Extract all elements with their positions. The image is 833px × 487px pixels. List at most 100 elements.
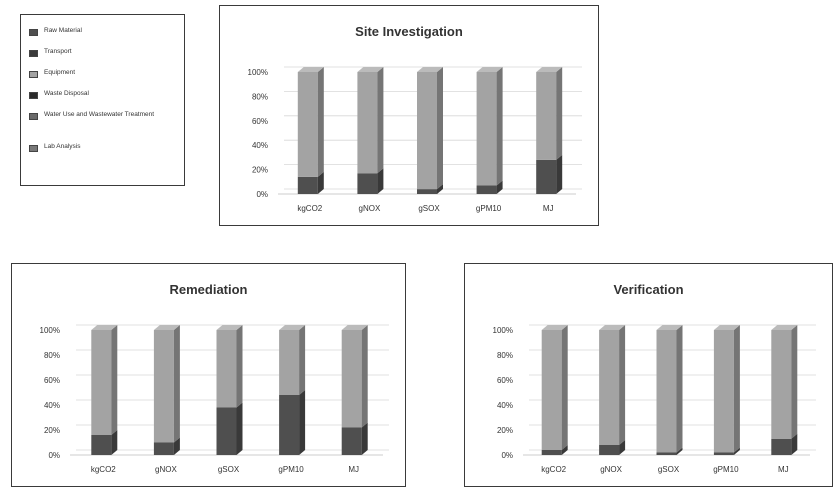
bar-segment	[599, 440, 626, 455]
bar-segment	[153, 437, 180, 455]
bar-segment	[216, 402, 243, 455]
bar-top	[771, 325, 798, 330]
legend-item: Water Use and Wastewater Treatment	[29, 111, 174, 120]
bar-top	[216, 325, 243, 330]
x-tick-label: gNOX	[359, 204, 381, 213]
bar-top	[541, 325, 568, 330]
x-tick-label: kgCO2	[297, 204, 322, 213]
bar-top	[713, 325, 740, 330]
y-tick-label: 20%	[497, 426, 513, 435]
bar-segment	[656, 325, 683, 453]
chart-title: Site Investigation	[355, 24, 463, 39]
bar-top	[91, 325, 118, 330]
y-tick-label: 60%	[252, 117, 268, 126]
bar-segment	[536, 154, 563, 194]
chart-title: Verification	[613, 282, 683, 297]
x-tick-label: gNOX	[600, 465, 622, 474]
chart-title: Remediation	[169, 282, 247, 297]
legend-swatch	[29, 92, 38, 99]
bar-segment	[541, 445, 568, 455]
bar-segment	[417, 67, 443, 190]
bar-segment	[341, 325, 368, 428]
bar-segment	[656, 447, 683, 455]
x-tick-label: kgCO2	[541, 465, 566, 474]
legend-swatch	[29, 71, 38, 78]
bar-segment	[297, 171, 324, 194]
x-tick-label: gPM10	[278, 465, 304, 474]
chart-panel-remediation: Remediation 0% 20% 40% 60% 80% 100% kgCO2 gNOX gS…	[11, 263, 406, 487]
chart-verification: Verification 0% 20% 40% 60% 80% 100% kgCO2 gNOX g…	[493, 282, 816, 474]
legend-label: Equipment	[44, 69, 76, 76]
legend-swatch	[29, 29, 38, 36]
legend-label: Lab Analysis	[44, 143, 81, 150]
bar-top	[599, 325, 626, 330]
x-tick-label: MJ	[778, 465, 789, 474]
legend-swatch	[29, 50, 38, 57]
x-tick-label: gPM10	[476, 204, 502, 213]
bar-segment	[476, 67, 503, 186]
bar-top	[279, 325, 306, 330]
bar-segment	[91, 325, 118, 435]
bar-segment	[771, 433, 798, 455]
bar-segment	[536, 67, 563, 160]
x-tick-label: gSOX	[658, 465, 680, 474]
y-tick-label: 60%	[497, 376, 513, 385]
bar-segment	[599, 325, 626, 445]
bar-top	[476, 67, 503, 72]
legend-label: Transport	[44, 48, 72, 55]
chart-panel-verification: Verification 0% 20% 40% 60% 80% 100% kgCO2 gNOX g…	[464, 263, 833, 487]
bar-segment	[216, 325, 243, 408]
bar-top	[153, 325, 180, 330]
bar-segment	[279, 390, 306, 455]
y-tick-label: 80%	[497, 351, 513, 360]
bar-segment	[541, 325, 568, 450]
x-tick-label: MJ	[348, 465, 359, 474]
legend-label: Raw Material	[44, 27, 82, 34]
y-tick-label: 100%	[248, 68, 268, 77]
legend-item: Raw Material	[29, 27, 174, 36]
bar-segment	[713, 325, 740, 453]
y-tick-label: 100%	[40, 326, 60, 335]
bar-top	[341, 325, 368, 330]
bar-top	[656, 325, 683, 330]
legend-item: Transport	[29, 48, 174, 57]
bar-segment	[713, 447, 740, 455]
legend-label: Waste Disposal	[44, 90, 89, 97]
bar-segment	[297, 67, 324, 177]
bar-segment	[771, 325, 798, 439]
y-tick-label: 40%	[497, 401, 513, 410]
y-tick-label: 20%	[44, 426, 60, 435]
bar-segment	[91, 430, 118, 455]
y-tick-label: 0%	[501, 451, 513, 460]
legend-swatch	[29, 113, 38, 120]
x-tick-label: kgCO2	[91, 465, 116, 474]
bar-segment	[357, 67, 384, 174]
y-tick-label: 0%	[256, 190, 268, 199]
y-tick-label: 80%	[252, 92, 268, 101]
chart-remediation: Remediation 0% 20% 40% 60% 80% 100% kgCO2 gNOX gS…	[40, 282, 389, 474]
bar-top	[297, 67, 324, 72]
x-tick-label: MJ	[543, 204, 554, 213]
chart-site-investigation: Site Investigation 0% 20% 40% 60% 80% 100% kgCO…	[248, 24, 582, 213]
bar-segment	[357, 168, 384, 194]
y-tick-label: 100%	[493, 326, 513, 335]
x-tick-label: gPM10	[713, 465, 739, 474]
x-tick-label: gNOX	[155, 465, 177, 474]
bar-top	[536, 67, 563, 72]
bar-segment	[153, 325, 180, 443]
bar-top	[357, 67, 384, 72]
x-tick-label: gSOX	[418, 204, 440, 213]
legend-item: Equipment	[29, 69, 174, 78]
bar-segment	[279, 325, 306, 395]
legend-item: Waste Disposal	[29, 90, 174, 99]
bar-top	[417, 67, 443, 72]
legend-label: Water Use and Wastewater Treatment	[44, 111, 155, 118]
y-tick-label: 40%	[252, 141, 268, 150]
y-tick-label: 60%	[44, 376, 60, 385]
bar-segment	[417, 184, 443, 194]
y-tick-label: 80%	[44, 351, 60, 360]
bar-segment	[341, 422, 368, 455]
bar-segment	[476, 180, 503, 194]
chart-panel-site-investigation: Site Investigation 0% 20% 40% 60% 80% 100% kgCO…	[219, 5, 599, 226]
legend-swatch	[29, 145, 38, 152]
